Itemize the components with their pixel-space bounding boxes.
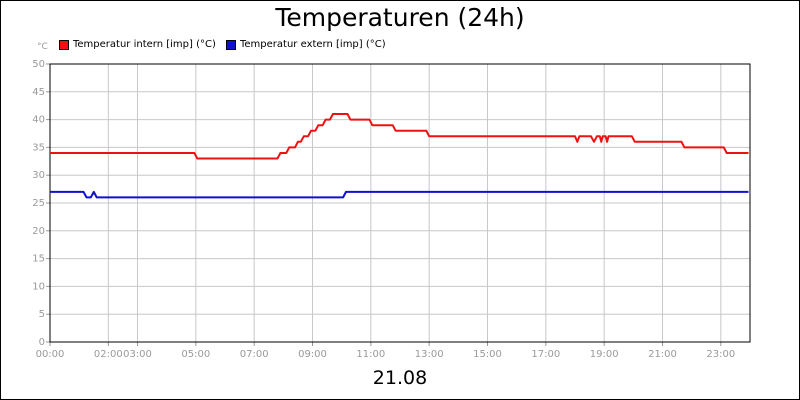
legend-swatch-extern: [226, 39, 236, 50]
x-tick-label: 17:00: [531, 349, 560, 360]
y-tick-label: 20: [32, 226, 45, 237]
x-tick-label: 21:00: [648, 349, 677, 360]
x-tick-label: 07:00: [240, 349, 269, 360]
y-tick-label: 50: [32, 59, 45, 70]
y-tick-label: 40: [32, 115, 45, 126]
chart-title: Temperaturen (24h): [275, 3, 525, 32]
y-tick-label: 45: [32, 87, 45, 98]
y-tick-label: 10: [32, 281, 45, 292]
plot-border: [49, 63, 751, 343]
legend-swatch-intern: [59, 39, 69, 50]
y-axis-unit-label: °C: [37, 42, 48, 52]
y-tick-label: 30: [32, 170, 45, 181]
x-tick-label: 15:00: [473, 349, 502, 360]
x-tick-label: 02:00: [94, 349, 123, 360]
y-tick-label: 15: [32, 254, 45, 265]
x-tick-label: 05:00: [181, 349, 210, 360]
series-line-1: [50, 190, 749, 199]
x-tick-label: 19:00: [590, 349, 619, 360]
x-tick-label: 13:00: [415, 349, 444, 360]
legend-label-intern: Temperatur intern [imp] (°C): [73, 39, 216, 50]
legend-item-extern: Temperatur extern [imp] (°C): [226, 39, 386, 50]
y-tick-label: 0: [39, 337, 45, 348]
y-tick-label: 5: [39, 309, 45, 320]
x-tick-label: 23:00: [706, 349, 735, 360]
x-axis-date-label: 21.08: [372, 367, 428, 389]
x-tick-label: 03:00: [123, 349, 152, 360]
x-tick-label: 09:00: [298, 349, 327, 360]
y-tick-label: 35: [32, 142, 45, 153]
legend-label-extern: Temperatur extern [imp] (°C): [240, 39, 386, 50]
x-tick-label: 00:00: [36, 349, 65, 360]
x-tick-label: 11:00: [356, 349, 385, 360]
series-line-0: [50, 113, 749, 160]
y-tick-label: 25: [32, 198, 45, 209]
legend-item-intern: Temperatur intern [imp] (°C): [59, 39, 216, 50]
